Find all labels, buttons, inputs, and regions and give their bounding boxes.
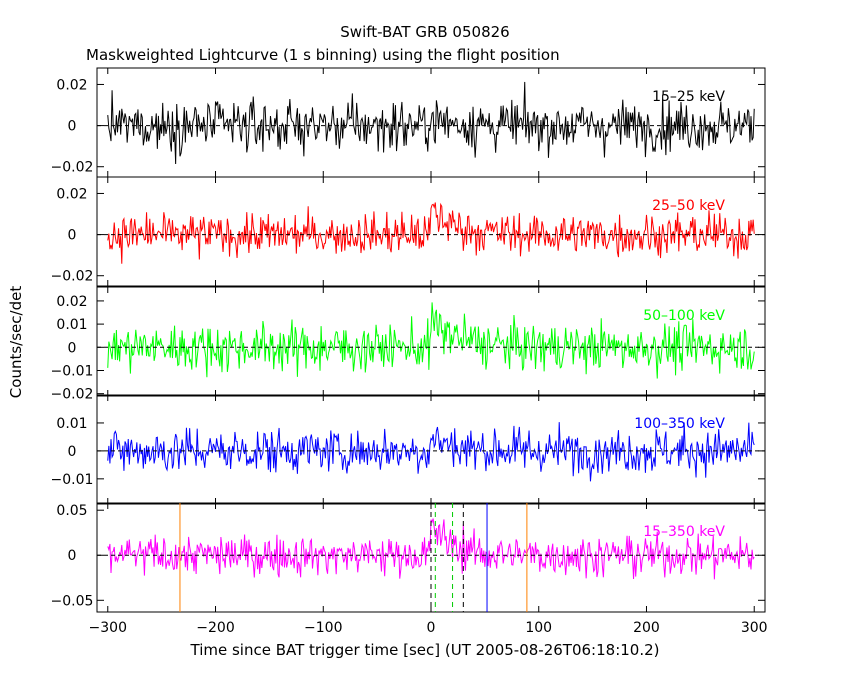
panel-25-50-kev: −0.02 0 0.02 25–50 keV	[51, 176, 766, 287]
x-tick-label: 0	[427, 620, 436, 636]
lightcurve-series	[107, 518, 755, 580]
lightcurve-series	[107, 422, 755, 482]
x-tick-label: 300	[741, 620, 768, 636]
panel-15-25-kev: −0.02 0 0.02 15–25 keV	[51, 67, 766, 178]
x-tick-label: 200	[633, 620, 660, 636]
x-axis: −300 −200 −100 0 100 200 300	[89, 620, 768, 636]
y-tick-label: −0.05	[51, 593, 94, 609]
y-tick-label: 0.02	[56, 294, 87, 310]
lightcurve-series	[107, 302, 755, 379]
y-tick-label: −0.01	[51, 363, 94, 379]
panel-frame	[96, 176, 766, 287]
band-label: 100–350 keV	[634, 416, 725, 432]
y-tick-label: 0	[68, 119, 77, 135]
y-tick-label: 0	[68, 228, 77, 244]
y-tick-label: 0.05	[56, 503, 87, 519]
y-tick-label: −0.01	[51, 472, 94, 488]
x-tick-label: −300	[89, 620, 127, 636]
panel-100-350-kev: −0.01 0 0.01 100–350 keV	[51, 394, 766, 505]
y-tick-label: 0.02	[56, 186, 87, 202]
y-tick-label: −0.02	[51, 160, 94, 176]
lightcurve-series	[107, 202, 755, 264]
y-tick-label: 0.01	[56, 317, 87, 333]
band-label: 15–350 keV	[643, 524, 725, 540]
band-label: 25–50 keV	[652, 198, 725, 214]
x-axis-label: Time since BAT trigger time [sec] (UT 20…	[190, 641, 660, 659]
chart-subtitle: Maskweighted Lightcurve (1 s binning) us…	[86, 46, 560, 64]
y-tick-label: 0	[68, 444, 77, 460]
chart-title: Swift-BAT GRB 050826	[340, 23, 509, 41]
lightcurve-series	[107, 81, 755, 164]
y-tick-label: 0.02	[56, 77, 87, 93]
y-tick-label: 0.01	[56, 416, 87, 432]
y-tick-label: −0.02	[51, 387, 94, 403]
x-tick-label: −100	[304, 620, 342, 636]
y-tick-label: 0	[68, 340, 77, 356]
band-label: 50–100 keV	[643, 308, 725, 324]
panel-15-350-kev: −0.05 0 0.05 15–350 keV	[51, 502, 766, 613]
y-tick-label: 0	[68, 548, 77, 564]
x-tick-label: 100	[525, 620, 552, 636]
y-tick-label: −0.02	[51, 269, 94, 285]
panel-frame	[96, 394, 766, 505]
panel-frame	[96, 286, 766, 397]
panel-50-100-kev: −0.02 −0.01 0 0.01 0.02 50–100 keV	[51, 286, 766, 403]
y-axis-label: Counts/sec/det	[7, 286, 25, 399]
x-tick-label: −200	[196, 620, 234, 636]
band-label: 15–25 keV	[652, 89, 725, 105]
